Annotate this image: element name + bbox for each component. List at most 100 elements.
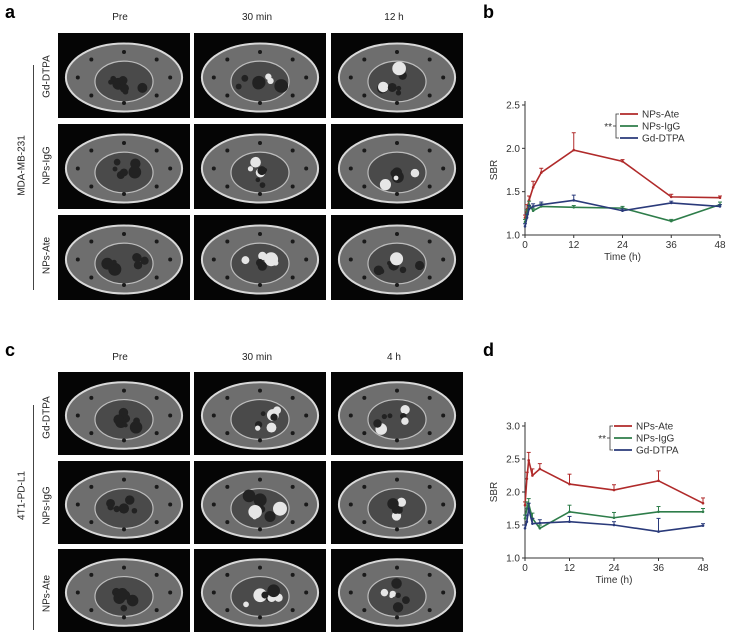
legend-entry: NPs-Ate [642, 110, 680, 121]
mri-image-a-r0-c1 [194, 33, 326, 118]
x-tick-label: 12 [568, 240, 580, 251]
data-point [657, 530, 660, 533]
data-point [621, 160, 624, 163]
data-point [568, 482, 571, 486]
legend-entry: NPs-IgG [642, 122, 681, 133]
mri-image-a-r1-c2 [331, 124, 463, 209]
panel-c-col-pre: Pre [112, 352, 128, 363]
mri-image-c-r0-c1 [194, 372, 326, 455]
data-point [701, 501, 705, 505]
chart-d: 1.0 1.5 2.0 2.5 3.0 0 12 24 36 48 Time (h) SBR NPs-A… [489, 422, 709, 587]
legend-entry: NPs-Ate [636, 422, 674, 433]
data-point [669, 195, 673, 199]
x-tick-label: 48 [714, 240, 726, 251]
panel-c-row-gddtpa: Gd-DTPA [41, 396, 53, 439]
series-line-NPs-Ate [524, 460, 704, 506]
x-tick-label: 24 [608, 563, 620, 574]
x-tick-label: 0 [522, 563, 528, 574]
y-tick-label: 1.0 [506, 554, 520, 565]
data-point [669, 219, 673, 223]
data-point [525, 216, 529, 219]
x-tick-label: 24 [617, 240, 629, 251]
data-point [701, 524, 705, 527]
y-tick-label: 2.5 [506, 455, 520, 466]
data-point [525, 507, 529, 510]
data-point [523, 503, 527, 507]
mri-image-a-r0-c0 [58, 33, 190, 118]
x-tick-label: 0 [522, 240, 528, 251]
data-point [657, 510, 660, 514]
data-point [538, 521, 542, 525]
panel-c-row-npsate: NPs-Ate [41, 574, 53, 613]
panel-a-col-30min: 30 min [241, 12, 272, 23]
y-tick-label: 3.0 [506, 422, 520, 433]
data-point [527, 507, 531, 510]
panel-a-letter: a [5, 2, 16, 22]
chart-b: 1.0 1.5 2.0 2.5 0 12 24 36 48 Time (h) SBR NPs-AteN… [489, 101, 726, 264]
mri-image-a-r1-c0 [58, 124, 190, 209]
data-point [525, 520, 529, 523]
data-point [621, 209, 624, 213]
y-tick-label: 2.0 [506, 488, 520, 499]
data-point [718, 205, 722, 208]
x-tick-label: 36 [653, 563, 665, 574]
panel-d-letter: d [483, 340, 494, 360]
x-axis-label: Time (h) [596, 575, 633, 586]
data-point [572, 148, 576, 152]
panel-a-row-npsigg: NPs-IgG [41, 146, 53, 185]
data-point [612, 516, 616, 520]
y-tick-label: 1.0 [506, 231, 520, 242]
mri-image-c-r0-c0 [58, 372, 190, 455]
x-tick-label: 12 [564, 563, 576, 574]
panel-c-letter: c [5, 340, 16, 360]
data-point [523, 517, 527, 520]
data-point [527, 207, 531, 211]
data-point [572, 199, 576, 202]
data-point [669, 201, 673, 205]
panel-a-row-npsate: NPs-Ate [41, 236, 53, 275]
data-point [531, 474, 534, 477]
data-point [568, 520, 571, 523]
data-point [718, 196, 722, 200]
significance-label: ** [598, 434, 606, 445]
data-point [531, 209, 535, 213]
panel-a-group-line [33, 65, 34, 290]
y-tick-label: 1.5 [506, 521, 520, 532]
data-point [612, 488, 616, 492]
data-point [539, 203, 543, 206]
legend-entry: NPs-IgG [636, 434, 675, 445]
data-point [538, 467, 542, 471]
panel-a-group-label: MDA-MB-231 [16, 135, 28, 196]
significance-bracket [615, 113, 619, 139]
data-point [538, 527, 542, 530]
x-tick-label: 48 [697, 563, 709, 574]
data-point [531, 186, 535, 189]
mri-image-c-r1-c0 [58, 461, 190, 544]
panel-a-row-gddtpa: Gd-DTPA [41, 55, 53, 98]
data-point [572, 205, 576, 209]
y-tick-label: 2.0 [506, 144, 520, 155]
panel-c-group-line [33, 405, 34, 630]
panel-c-col-4h: 4 h [387, 352, 401, 363]
data-point [531, 522, 534, 525]
panel-a-col-pre: Pre [112, 12, 128, 23]
mri-image-c-r2-c1 [194, 549, 326, 632]
data-point [539, 171, 543, 174]
panel-c-row-npsigg: NPs-IgG [41, 486, 53, 525]
mri-image-c-r1-c1 [194, 461, 326, 544]
y-tick-label: 1.5 [506, 187, 520, 198]
mri-image-c-r1-c2 [331, 461, 463, 544]
mri-image-a-r1-c1 [194, 124, 326, 209]
panel-c-col-30min: 30 min [241, 352, 272, 363]
y-tick-label: 2.5 [506, 101, 520, 112]
x-tick-label: 36 [666, 240, 678, 251]
panel-a-col-12h: 12 h [384, 12, 404, 23]
data-point [612, 523, 616, 527]
mri-image-a-r2-c0 [58, 215, 190, 300]
data-point [523, 527, 527, 530]
panel-b-letter: b [483, 2, 494, 22]
significance-label: ** [604, 122, 612, 133]
data-point [527, 459, 531, 462]
data-point [701, 510, 705, 514]
x-axis-label: Time (h) [604, 252, 641, 263]
